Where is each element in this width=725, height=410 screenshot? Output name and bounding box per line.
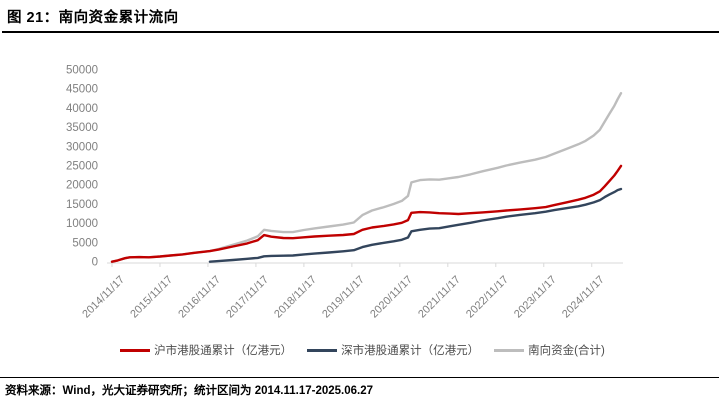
x-tick-label: 2024/11/17 bbox=[560, 274, 607, 321]
legend-label: 沪市港股通累计（亿港元） bbox=[154, 345, 293, 357]
legend-line-swatch bbox=[494, 348, 525, 352]
y-tick-label: 50000 bbox=[66, 64, 98, 76]
source-note: 资料来源：Wind，光大证券研究所；统计区间为 2014.11.17-2025.… bbox=[5, 385, 373, 397]
legend-item: 沪市港股通累计（亿港元） bbox=[120, 342, 292, 358]
legend-line-swatch bbox=[120, 348, 151, 352]
legend-line-swatch bbox=[307, 348, 338, 352]
series-line bbox=[110, 164, 623, 263]
x-tick-label: 2015/11/17 bbox=[128, 274, 175, 321]
legend-label: 南向资金(合计) bbox=[528, 345, 605, 357]
series-line bbox=[208, 187, 623, 263]
x-tick-label: 2021/11/17 bbox=[416, 274, 463, 321]
y-tick-label: 40000 bbox=[66, 103, 98, 115]
series-line bbox=[110, 91, 623, 263]
y-tick-label: 25000 bbox=[66, 161, 98, 173]
legend-item: 南向资金(合计) bbox=[494, 342, 605, 358]
legend-item: 深市港股通累计（亿港元） bbox=[307, 342, 479, 358]
y-tick-label: 35000 bbox=[66, 122, 98, 134]
x-tick-label: 2014/11/17 bbox=[80, 274, 127, 321]
legend-label: 深市港股通累计（亿港元） bbox=[341, 345, 480, 357]
y-tick-label: 10000 bbox=[66, 218, 98, 230]
y-tick-label: 15000 bbox=[66, 199, 98, 211]
y-tick-label: 0 bbox=[92, 257, 98, 269]
y-tick-label: 5000 bbox=[72, 237, 98, 249]
title-underline bbox=[2, 31, 719, 33]
x-tick-label: 2020/11/17 bbox=[368, 274, 415, 321]
chart-legend: 沪市港股通累计（亿港元） 深市港股通累计（亿港元） 南向资金(合计) bbox=[0, 341, 725, 359]
x-tick-label: 2023/11/17 bbox=[512, 274, 559, 321]
y-tick-label: 45000 bbox=[66, 84, 98, 96]
figure-title: 图 21：南向资金累计流向 bbox=[7, 10, 179, 26]
footer-divider bbox=[0, 377, 719, 378]
x-tick-label: 2017/11/17 bbox=[224, 274, 271, 321]
x-tick-label: 2016/11/17 bbox=[176, 274, 223, 321]
x-tick-label: 2018/11/17 bbox=[272, 274, 319, 321]
y-tick-label: 20000 bbox=[66, 180, 98, 192]
x-tick-label: 2019/11/17 bbox=[320, 274, 367, 321]
x-tick-label: 2022/11/17 bbox=[464, 274, 511, 321]
y-tick-label: 30000 bbox=[66, 141, 98, 153]
